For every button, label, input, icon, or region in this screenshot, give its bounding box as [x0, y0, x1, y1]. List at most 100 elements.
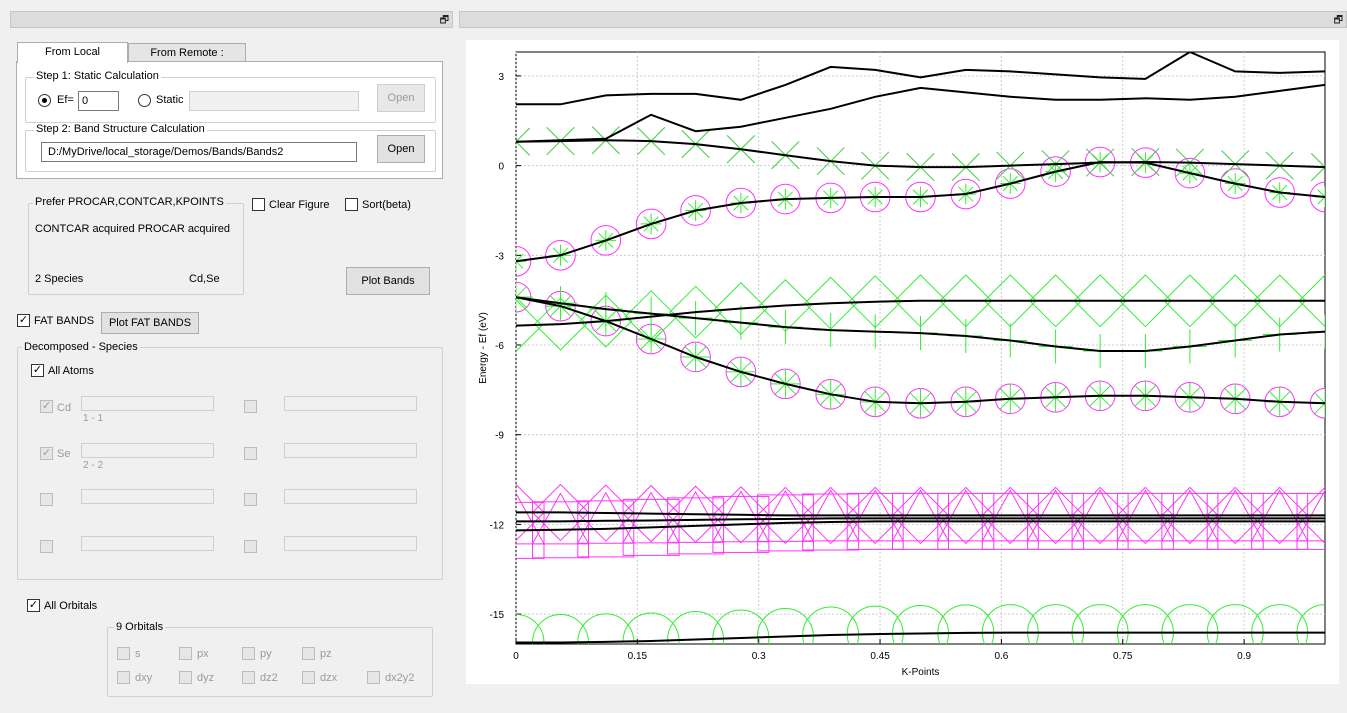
band-line [516, 52, 1325, 106]
fat-band-marker [531, 492, 590, 545]
clear-figure-checkbox[interactable] [252, 198, 265, 211]
static-radio[interactable] [138, 94, 151, 107]
fat-band-marker [666, 485, 725, 543]
orbital-dzx-checkbox[interactable] [302, 671, 315, 684]
fat-band-marker [939, 274, 993, 328]
fat-band-marker [756, 486, 815, 545]
orbital-dz2-label: dz2 [260, 672, 278, 684]
ef-radio[interactable] [38, 94, 51, 107]
band-structure-chart[interactable]: 0 0.15 0.3 0.45 0.6 0.75 0.9 3 0 -3 -6 -9 -12 -15 K-Po… [466, 40, 1339, 684]
orbital-py-checkbox[interactable] [242, 647, 255, 660]
y-tick-label: -6 [495, 341, 504, 352]
species-slot-4-checkbox[interactable] [244, 447, 257, 460]
orbital-pz-checkbox[interactable] [302, 647, 315, 660]
orbital-dx2y2-checkbox[interactable] [367, 671, 380, 684]
sort-checkbox[interactable] [345, 198, 358, 211]
orbital-dxy-checkbox[interactable] [117, 671, 130, 684]
fat-band-marker [1174, 157, 1206, 189]
all-atoms-checkbox[interactable]: ✓ [31, 364, 44, 377]
fat-band-marker [576, 491, 635, 544]
species-se-range: 2 - 2 [83, 460, 104, 471]
all-orbitals-checkbox[interactable]: ✓ [27, 599, 40, 612]
orbital-dyz-checkbox[interactable] [179, 671, 192, 684]
tab-from-local[interactable]: From Local [17, 42, 128, 63]
species-se-input [81, 443, 214, 458]
band-line [516, 139, 1325, 169]
orbital-s-label: s [135, 648, 141, 660]
fat-band-marker [1029, 274, 1083, 328]
fat-band-marker [848, 275, 902, 329]
fat-band-marker [714, 282, 768, 336]
species-slot-3-input [284, 396, 417, 411]
plot-contents [516, 52, 1325, 644]
step2-open-button[interactable]: Open [377, 135, 425, 163]
species-slot-5-checkbox[interactable] [40, 493, 53, 506]
orbital-s-checkbox[interactable] [117, 647, 130, 660]
tab-from-remote[interactable]: From Remote : [128, 43, 246, 63]
radio-selected-dot [42, 98, 47, 103]
fat-bands-checkbox[interactable]: ✓ [17, 314, 30, 327]
species-se-checkbox[interactable]: ✓ [40, 447, 53, 460]
fat-band-marker [624, 290, 678, 344]
species-cd-checkbox[interactable]: ✓ [40, 400, 53, 413]
fat-band-marker [516, 483, 545, 542]
fat-band-marker [1161, 486, 1219, 545]
fat-band-marker [590, 225, 622, 256]
fat-band-marker [994, 168, 1026, 199]
clear-figure-label: Clear Figure [269, 199, 330, 211]
band-line [516, 296, 1325, 405]
fat-band-marker [1309, 181, 1325, 213]
fat-band-marker [531, 483, 590, 542]
acquired-status: CONTCAR acquired PROCAR acquired [35, 223, 231, 235]
fat-band-marker [516, 280, 533, 315]
band-structure-path-input[interactable]: D:/MyDrive/local_storage/Demos/Bands/Ban… [41, 142, 357, 162]
restore-icon[interactable]: 🗗 [439, 15, 449, 26]
species-slot-7-input [81, 536, 214, 551]
species-slot-6-input [284, 489, 417, 504]
plot-bands-button[interactable]: Plot Bands [346, 267, 430, 295]
fat-band-marker [579, 294, 633, 348]
species-slot-3-checkbox[interactable] [244, 400, 257, 413]
right-panel-titlebar: 🗗 [459, 11, 1347, 28]
fat-band-marker [981, 486, 1040, 545]
orbital-px-checkbox[interactable] [179, 647, 192, 660]
fat-band-marker [1253, 274, 1307, 328]
species-slot-5-input [81, 489, 214, 504]
fat-band-marker [669, 285, 723, 339]
band-line [516, 83, 1325, 143]
fat-band-marker [622, 484, 680, 543]
species-slot-6-checkbox[interactable] [244, 493, 257, 506]
species-count: 2 Species [35, 273, 84, 285]
species-names: Cd,Se [189, 273, 220, 285]
fat-band-marker [712, 490, 770, 543]
band-line [516, 631, 1325, 644]
species-slot-7-checkbox[interactable] [40, 540, 53, 553]
fat-band-marker [1118, 274, 1172, 328]
fat-band-marker [1219, 168, 1251, 199]
plot-fat-bands-button[interactable]: Plot FAT BANDS [101, 312, 199, 334]
fat-band-marker [1040, 156, 1071, 187]
restore-icon[interactable]: 🗗 [1333, 15, 1343, 26]
orbital-pz-label: pz [320, 648, 332, 660]
fat-band-marker [516, 245, 532, 277]
orbital-dzx-label: dzx [320, 672, 338, 684]
fat-band-marker [1310, 153, 1325, 182]
fat-band-marker [846, 486, 904, 545]
species-slot-8-checkbox[interactable] [244, 540, 257, 553]
x-tick-label: 0.6 [994, 651, 1008, 662]
orbital-dz2-checkbox[interactable] [242, 671, 255, 684]
fat-band-marker [516, 492, 545, 545]
static-path-input [189, 91, 359, 111]
band-plot-panel: 0 0.15 0.3 0.45 0.6 0.75 0.9 3 0 -3 -6 -9 -12 -15 K-Po… [466, 40, 1339, 684]
step1-title: Step 1: Static Calculation [34, 70, 161, 82]
fat-band-marker [1250, 486, 1309, 545]
orbitals-group: 9 Orbitals [107, 621, 433, 697]
step2-group: Step 2: Band Structure Calculation [25, 123, 436, 172]
x-axis-label: K-Points [902, 667, 940, 678]
band-line [516, 296, 1325, 352]
all-orbitals-label: All Orbitals [44, 600, 98, 612]
fat-band-marker [725, 187, 757, 219]
fat-band-marker [533, 297, 588, 351]
step1-open-button[interactable]: Open [377, 84, 425, 112]
ef-input[interactable]: 0 [78, 91, 119, 111]
